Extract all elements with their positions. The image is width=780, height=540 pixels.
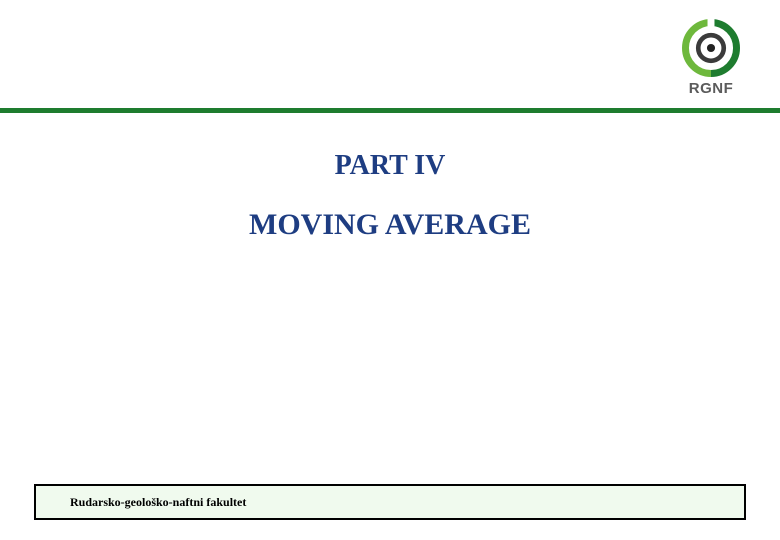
slide-content: PART IV MOVING AVERAGE: [0, 150, 780, 242]
institution-logo: RGNF: [666, 18, 756, 98]
logo-label: RGNF: [689, 80, 734, 97]
slide: RGNF PART IV MOVING AVERAGE Rudarsko-geo…: [0, 0, 780, 540]
footer-text: Rudarsko-geološko-naftni fakultet: [70, 495, 246, 510]
slide-title: MOVING AVERAGE: [0, 208, 780, 242]
footer-bar: Rudarsko-geološko-naftni fakultet: [34, 484, 746, 520]
rgnf-logo-icon: [682, 19, 740, 77]
header-area: RGNF: [0, 0, 780, 113]
part-heading: PART IV: [0, 150, 780, 182]
